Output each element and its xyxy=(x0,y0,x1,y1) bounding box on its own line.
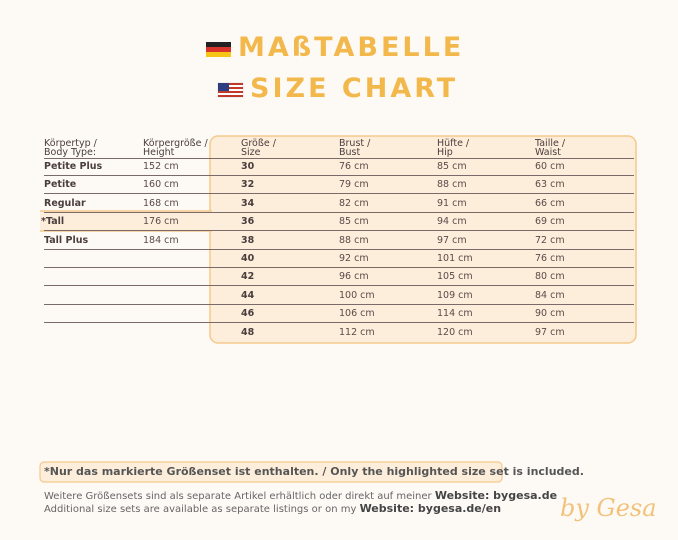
row-divider xyxy=(44,248,210,250)
body-type-cell: 152 cm xyxy=(143,161,179,172)
note: *Nur das markierte Größenset ist enthalt… xyxy=(44,465,584,478)
footer-link[interactable]: Website: bygesa.de/en xyxy=(359,502,502,515)
size-cell: 76 cm xyxy=(535,253,565,264)
header-cell: Height xyxy=(143,147,175,158)
row-divider xyxy=(44,303,210,305)
row-divider xyxy=(210,211,634,213)
size-cell: 112 cm xyxy=(339,326,375,338)
title-de: MAßTABELLE xyxy=(238,32,465,63)
size-cell: 92 cm xyxy=(339,253,369,264)
size-cell: 82 cm xyxy=(339,197,369,209)
header-cell: Waist xyxy=(535,147,561,158)
body-type-cell: Petite Plus xyxy=(44,161,103,172)
row-divider xyxy=(44,267,210,268)
row-divider xyxy=(210,322,634,324)
size-cell: 72 cm xyxy=(535,234,565,246)
footer-text: Weitere Größensets sind als separate Art… xyxy=(44,491,435,502)
footer-line: Weitere Größensets sind als separate Art… xyxy=(44,489,557,502)
row-divider xyxy=(44,230,210,232)
size-cell: 90 cm xyxy=(535,308,565,320)
size-cell: 94 cm xyxy=(437,216,467,228)
size-cell: 97 cm xyxy=(437,234,467,246)
size-cell: 106 cm xyxy=(339,308,375,320)
header-cell: Körpertyp / xyxy=(44,138,97,149)
row-divider xyxy=(44,211,210,213)
size-cell: 120 cm xyxy=(437,326,473,338)
body-type-cell: 160 cm xyxy=(143,179,179,191)
size-cell: 79 cm xyxy=(339,179,369,191)
header-cell: Körpergröße / xyxy=(143,138,208,149)
body-type-cell: *Tall xyxy=(41,216,65,228)
row-divider xyxy=(210,303,634,305)
signature: by Gesa xyxy=(560,494,657,522)
footer-link[interactable]: Website: bygesa.de xyxy=(434,489,558,502)
row-divider xyxy=(44,322,210,324)
row-divider xyxy=(44,193,210,195)
row-divider xyxy=(210,248,634,250)
row-divider xyxy=(210,158,634,159)
size-cell: 32 xyxy=(241,179,255,191)
size-cell: 85 cm xyxy=(339,216,369,228)
row-divider xyxy=(210,175,634,176)
size-cell: 69 cm xyxy=(535,216,565,228)
body-type-cell: 184 cm xyxy=(143,234,179,246)
size-cell: 97 cm xyxy=(535,326,565,338)
row-divider xyxy=(210,267,634,268)
size-cell: 66 cm xyxy=(535,197,565,209)
footer-line: Additional size sets are available as se… xyxy=(44,502,501,515)
size-cell: 85 cm xyxy=(437,161,467,172)
row-divider xyxy=(44,285,210,287)
size-cell: 88 cm xyxy=(339,234,369,246)
size-cell: 84 cm xyxy=(535,289,565,301)
header-cell: Size xyxy=(241,147,261,158)
body-type-cell: Regular xyxy=(44,197,86,209)
size-cell: 40 xyxy=(241,253,255,264)
size-cell: 96 cm xyxy=(339,271,369,283)
size-cell: 60 cm xyxy=(535,161,565,172)
body-type-cell: 168 cm xyxy=(143,197,179,209)
row-divider xyxy=(44,158,210,159)
size-cell: 88 cm xyxy=(437,179,467,191)
header-cell: Hip xyxy=(437,147,453,158)
size-cell: 80 cm xyxy=(535,271,565,283)
size-cell: 34 xyxy=(241,197,255,209)
header-cell: Größe / xyxy=(241,138,276,149)
row-divider xyxy=(44,175,210,176)
body-type-cell: Tall Plus xyxy=(44,234,89,246)
size-cell: 36 xyxy=(241,216,255,228)
size-cell: 76 cm xyxy=(339,161,369,172)
flag-us xyxy=(217,82,244,98)
title-en: SIZE CHART xyxy=(250,73,459,104)
row-divider xyxy=(210,230,634,232)
body-type-cell: 176 cm xyxy=(143,216,179,228)
flag-de xyxy=(206,42,231,57)
size-cell: 30 xyxy=(241,161,255,172)
size-cell: 114 cm xyxy=(437,308,473,320)
header-cell: Bust xyxy=(339,147,361,158)
size-cell: 101 cm xyxy=(437,253,473,264)
size-cell: 63 cm xyxy=(535,179,565,191)
size-cell: 109 cm xyxy=(437,289,473,301)
size-cell: 100 cm xyxy=(339,289,375,301)
size-cell: 91 cm xyxy=(437,197,467,209)
size-cell: 38 xyxy=(241,234,255,246)
size-cell: 44 xyxy=(241,289,255,301)
footer-text: Additional size sets are available as se… xyxy=(44,504,360,515)
header-cell: Body Type: xyxy=(44,147,97,158)
note-box xyxy=(39,461,503,483)
row-divider xyxy=(210,285,634,287)
header-cell: Taille / xyxy=(535,138,566,149)
highlight-box xyxy=(209,135,637,344)
highlight-row xyxy=(40,211,212,231)
size-cell: 42 xyxy=(241,271,255,283)
body-type-cell: Petite xyxy=(44,179,77,191)
size-cell: 105 cm xyxy=(437,271,473,283)
size-cell: 48 xyxy=(241,326,255,338)
row-divider xyxy=(210,193,634,195)
header-cell: Brust / xyxy=(339,138,371,149)
size-cell: 46 xyxy=(241,308,255,320)
header-cell: Hüfte / xyxy=(437,138,470,149)
